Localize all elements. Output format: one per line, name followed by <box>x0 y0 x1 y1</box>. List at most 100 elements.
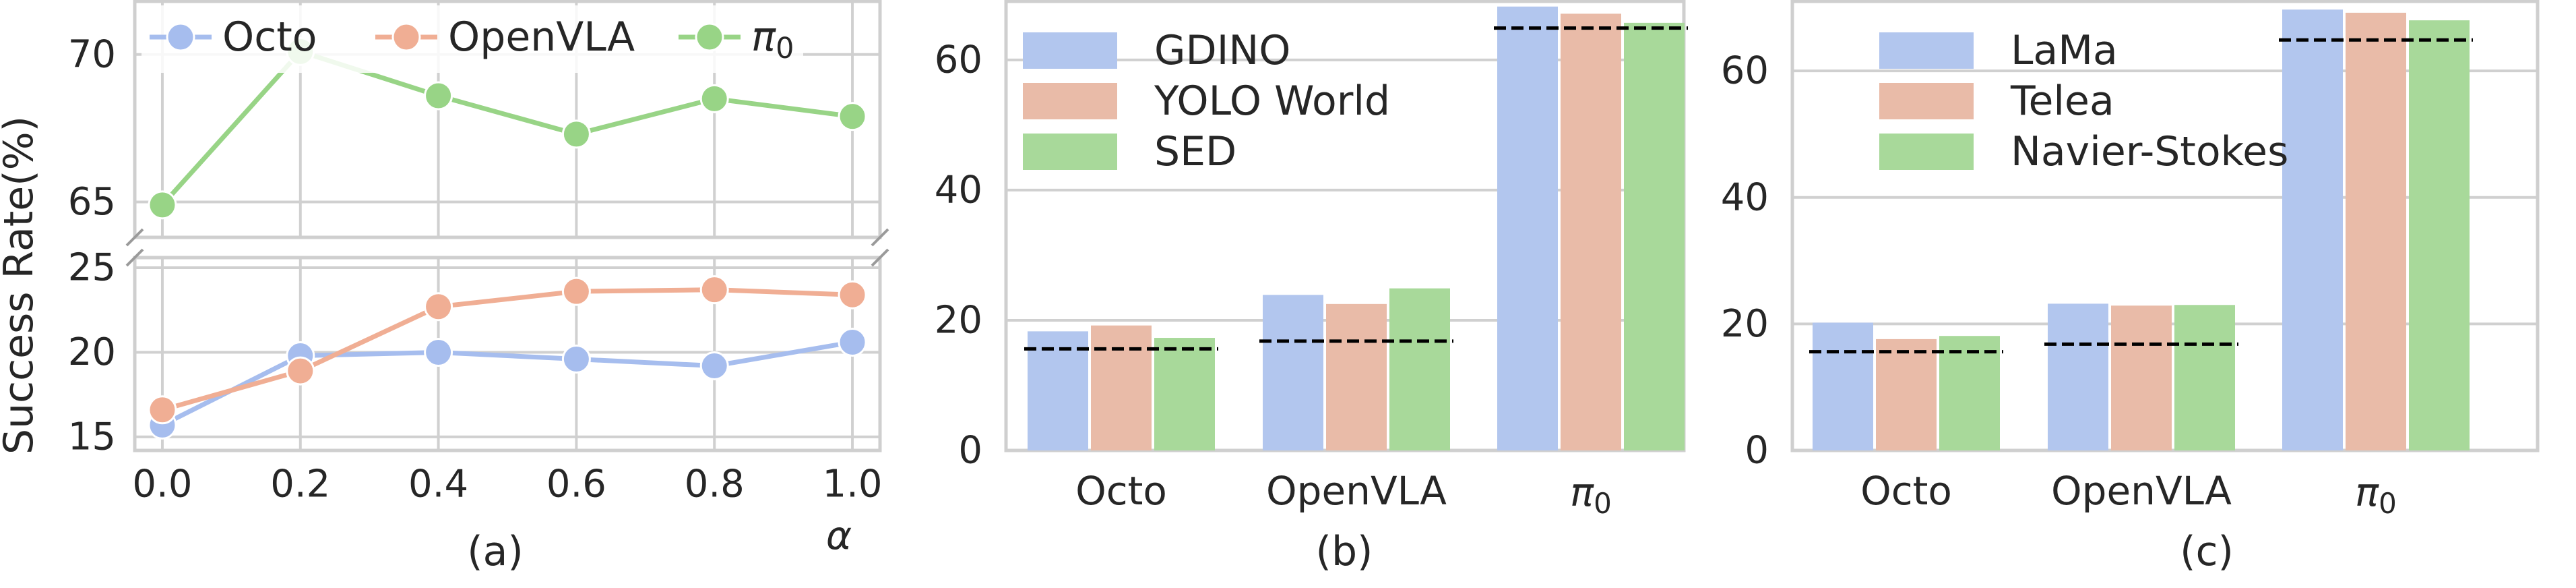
x-category-label: OpenVLA <box>1266 468 1447 514</box>
legend-marker <box>166 22 195 52</box>
data-point-openvla <box>699 275 729 305</box>
y-tick-label: 60 <box>935 38 982 82</box>
y-tick-label: 60 <box>1721 49 1769 93</box>
bar <box>1091 325 1152 450</box>
panel-a: 65 70 15 20 25 0.0 0.2 0.4 0.6 0.8 1.0 Success Rate… <box>0 0 889 575</box>
x-tick-label: 0.8 <box>685 463 745 506</box>
lower-axes-frame <box>133 256 882 452</box>
data-point-π0 <box>838 102 867 131</box>
y-axis-label: Success Rate(%) <box>0 116 42 454</box>
legend-swatch <box>1879 32 1974 69</box>
x-category-label: π0 <box>1570 469 1612 520</box>
x-category-label-main: π <box>2355 469 2379 515</box>
lower-y-tick-label: 20 <box>68 330 116 374</box>
data-point-openvla <box>424 292 453 322</box>
legend-label: π0 <box>751 13 794 65</box>
x-category-label: π0 <box>2355 469 2397 520</box>
x-category-label: Octo <box>1860 468 1952 514</box>
bar <box>1154 338 1215 450</box>
x-category-label-sub: 0 <box>2379 487 2397 520</box>
data-point-octo <box>561 345 591 374</box>
y-tick-label: 40 <box>935 168 982 212</box>
bar <box>1876 339 1937 450</box>
legend-marker <box>391 22 421 52</box>
y-tick-label: 0 <box>958 429 982 473</box>
data-point-octo <box>838 327 867 357</box>
data-point-openvla <box>148 395 177 425</box>
bar <box>1561 13 1621 451</box>
legend-label: Telea <box>2010 78 2114 125</box>
data-point-openvla <box>561 276 591 306</box>
x-tick-label: 0.2 <box>270 463 330 506</box>
legend-a: Octo OpenVLA π0 <box>142 5 803 73</box>
axis-break-mark <box>871 248 889 267</box>
lower-y-tick-label: 25 <box>68 246 116 290</box>
bar <box>2346 12 2406 450</box>
upper-axes-frame <box>133 0 882 239</box>
x-category-label-sub: 0 <box>1594 487 1612 520</box>
bar <box>2282 9 2343 451</box>
x-category-label: OpenVLA <box>2051 468 2232 514</box>
x-axis-label: α <box>826 512 852 558</box>
x-category-label-main: π <box>1570 469 1594 515</box>
data-point-π0 <box>699 84 729 113</box>
legend-swatch <box>1879 83 1974 119</box>
legend-swatch <box>1879 134 1974 170</box>
bar <box>1263 295 1323 450</box>
legend-label-sub: 0 <box>776 32 794 65</box>
y-tick-label: 40 <box>1721 175 1769 219</box>
legend-label: Navier-Stokes <box>2011 128 2288 175</box>
bar <box>2174 305 2235 450</box>
data-point-π0 <box>148 190 177 220</box>
bar <box>2111 305 2172 450</box>
bar <box>1939 336 2000 450</box>
legend-label: LaMa <box>2011 27 2118 74</box>
bar <box>1028 331 1088 450</box>
legend-label: OpenVLA <box>448 13 635 61</box>
data-point-octo <box>699 351 729 381</box>
data-point-openvla <box>838 280 867 310</box>
upper-y-tick-label: 65 <box>68 180 116 224</box>
data-point-openvla <box>286 356 315 386</box>
axis-break-mark <box>125 228 144 247</box>
series-line-openvla <box>162 287 853 413</box>
bar <box>1497 6 1558 450</box>
x-tick-label: 0.4 <box>408 463 468 506</box>
legend-label: Octo <box>222 13 317 61</box>
y-tick-label: 0 <box>1745 429 1769 473</box>
bar <box>2048 303 2108 450</box>
legend-swatch <box>1023 83 1117 119</box>
data-point-π0 <box>561 119 591 149</box>
x-category-label: Octo <box>1075 468 1167 514</box>
panel-caption: (a) <box>467 528 524 575</box>
x-tick-label: 0.0 <box>132 463 192 506</box>
y-tick-label: 20 <box>1721 302 1769 346</box>
data-point-π0 <box>424 81 453 111</box>
x-tick-label: 0.6 <box>546 463 606 506</box>
legend-marker <box>695 22 724 52</box>
x-tick-label: 1.0 <box>823 463 883 506</box>
panel-caption: (c) <box>2180 528 2234 575</box>
bar <box>1813 322 1873 450</box>
legend-label: YOLO World <box>1154 78 1390 125</box>
legend-swatch <box>1023 32 1117 69</box>
bar <box>1389 288 1450 450</box>
legend-swatch <box>1023 134 1117 170</box>
legend-label: GDINO <box>1154 27 1291 74</box>
upper-y-tick-label: 70 <box>68 32 116 76</box>
series-line-π0 <box>160 49 853 207</box>
panel-caption: (b) <box>1316 528 1373 575</box>
legend-label: SED <box>1154 128 1236 175</box>
data-point-octo <box>424 337 453 367</box>
series-line-octo <box>161 339 853 428</box>
axis-break-mark <box>125 248 144 267</box>
lower-y-tick-label: 15 <box>68 415 116 459</box>
axis-break-mark <box>871 228 889 247</box>
bar <box>1326 303 1387 450</box>
